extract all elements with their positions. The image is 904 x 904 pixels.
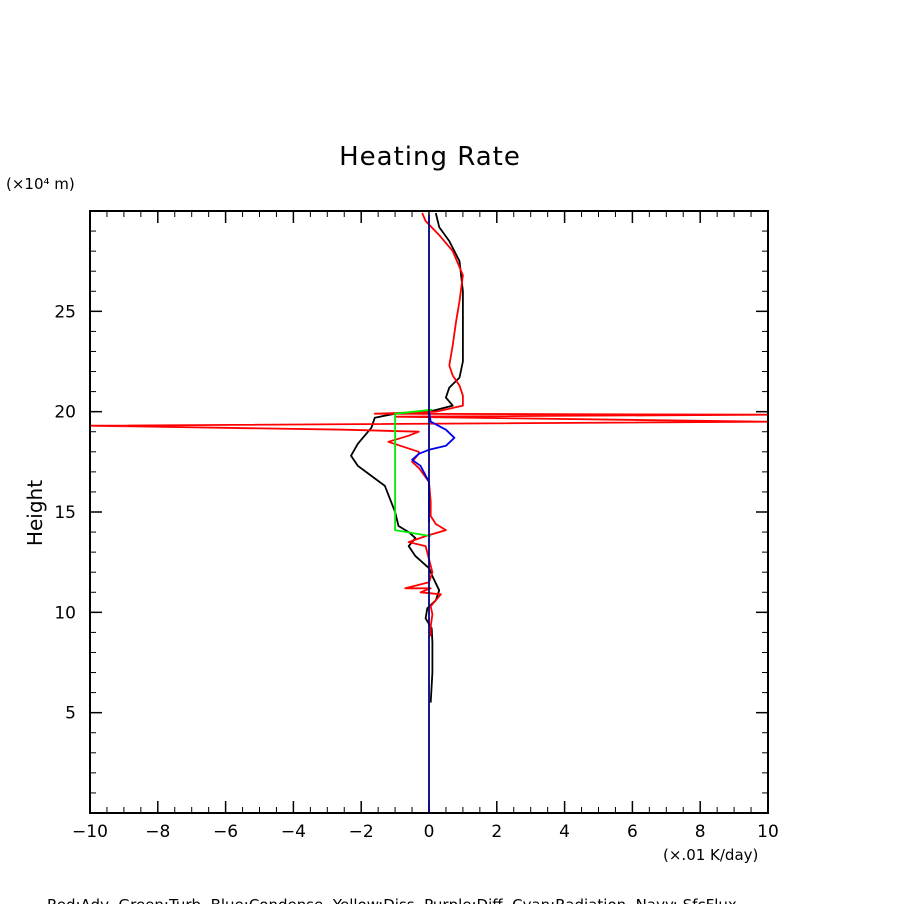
- x-tick-label: 6: [627, 822, 638, 842]
- tick-labels: −10 −8 −6 −4 −2 0 2 4 6 8 10 5 10 15 20 25: [54, 302, 778, 842]
- y-tick-label: 10: [54, 603, 76, 623]
- series-layer: [89, 212, 769, 813]
- y-tick-label: 5: [65, 704, 76, 724]
- y-tick-label: 25: [54, 302, 76, 322]
- x-tick-label: −2: [349, 822, 374, 842]
- x-tick-label: 10: [757, 822, 779, 842]
- x-tick-label: 4: [559, 822, 570, 842]
- chart-title: Heating Rate: [339, 142, 521, 172]
- series-line-red-adv: [89, 212, 769, 637]
- x-tick-label: 2: [491, 822, 502, 842]
- x-tick-label: −4: [281, 822, 306, 842]
- x-unit-label: (×.01 K/day): [663, 846, 758, 864]
- series-line-total: [350, 212, 464, 703]
- series-line-green-turb: [394, 408, 433, 537]
- plot-frame: [89, 210, 769, 814]
- y-tick-label: 20: [54, 403, 76, 423]
- x-tick-label: −10: [72, 822, 108, 842]
- legend-text: Red:Adv, Green:Turb, Blue:Condense, Yell…: [47, 896, 737, 904]
- x-tick-label: 0: [424, 822, 435, 842]
- x-tick-label: −8: [145, 822, 170, 842]
- x-tick-label: 8: [695, 822, 706, 842]
- y-axis-label: Height: [23, 480, 47, 546]
- x-tick-label: −6: [213, 822, 238, 842]
- y-unit-label: (×10⁴ m): [6, 175, 75, 193]
- y-tick-label: 15: [54, 503, 76, 523]
